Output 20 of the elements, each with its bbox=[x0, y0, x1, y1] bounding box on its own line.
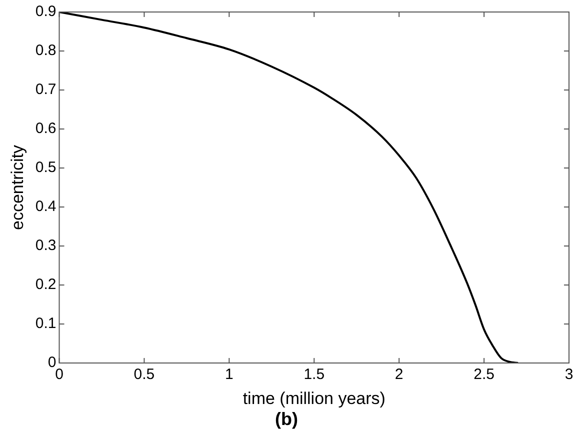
x-tick-label: 1.5 bbox=[304, 366, 325, 384]
y-tick-label: 0.1 bbox=[35, 315, 56, 332]
y-axis-title: eccentricity bbox=[8, 144, 27, 230]
y-tick-label: 0.9 bbox=[35, 3, 56, 20]
x-tick-label: 1 bbox=[224, 366, 234, 384]
y-tick-label: 0.4 bbox=[35, 198, 56, 216]
y-tick-label: 0.7 bbox=[35, 81, 56, 98]
y-tick-label: 0.8 bbox=[35, 42, 56, 60]
y-tick-label: 0 bbox=[48, 354, 56, 372]
y-tick-label: 0.5 bbox=[35, 159, 56, 176]
x-axis-title: time (million years) bbox=[242, 388, 386, 408]
line-series bbox=[59, 12, 520, 363]
x-tick-label: 3 bbox=[564, 366, 574, 384]
x-tick-label: 2.5 bbox=[474, 366, 494, 384]
text: (b) bbox=[275, 409, 298, 430]
y-tick-label: 0.2 bbox=[35, 276, 56, 294]
x-tick-label: 2 bbox=[394, 366, 404, 384]
y-tick-label: 0.3 bbox=[35, 237, 56, 254]
x-tick-label: 0.5 bbox=[134, 366, 155, 384]
y-tick-label: 0.6 bbox=[35, 120, 56, 138]
